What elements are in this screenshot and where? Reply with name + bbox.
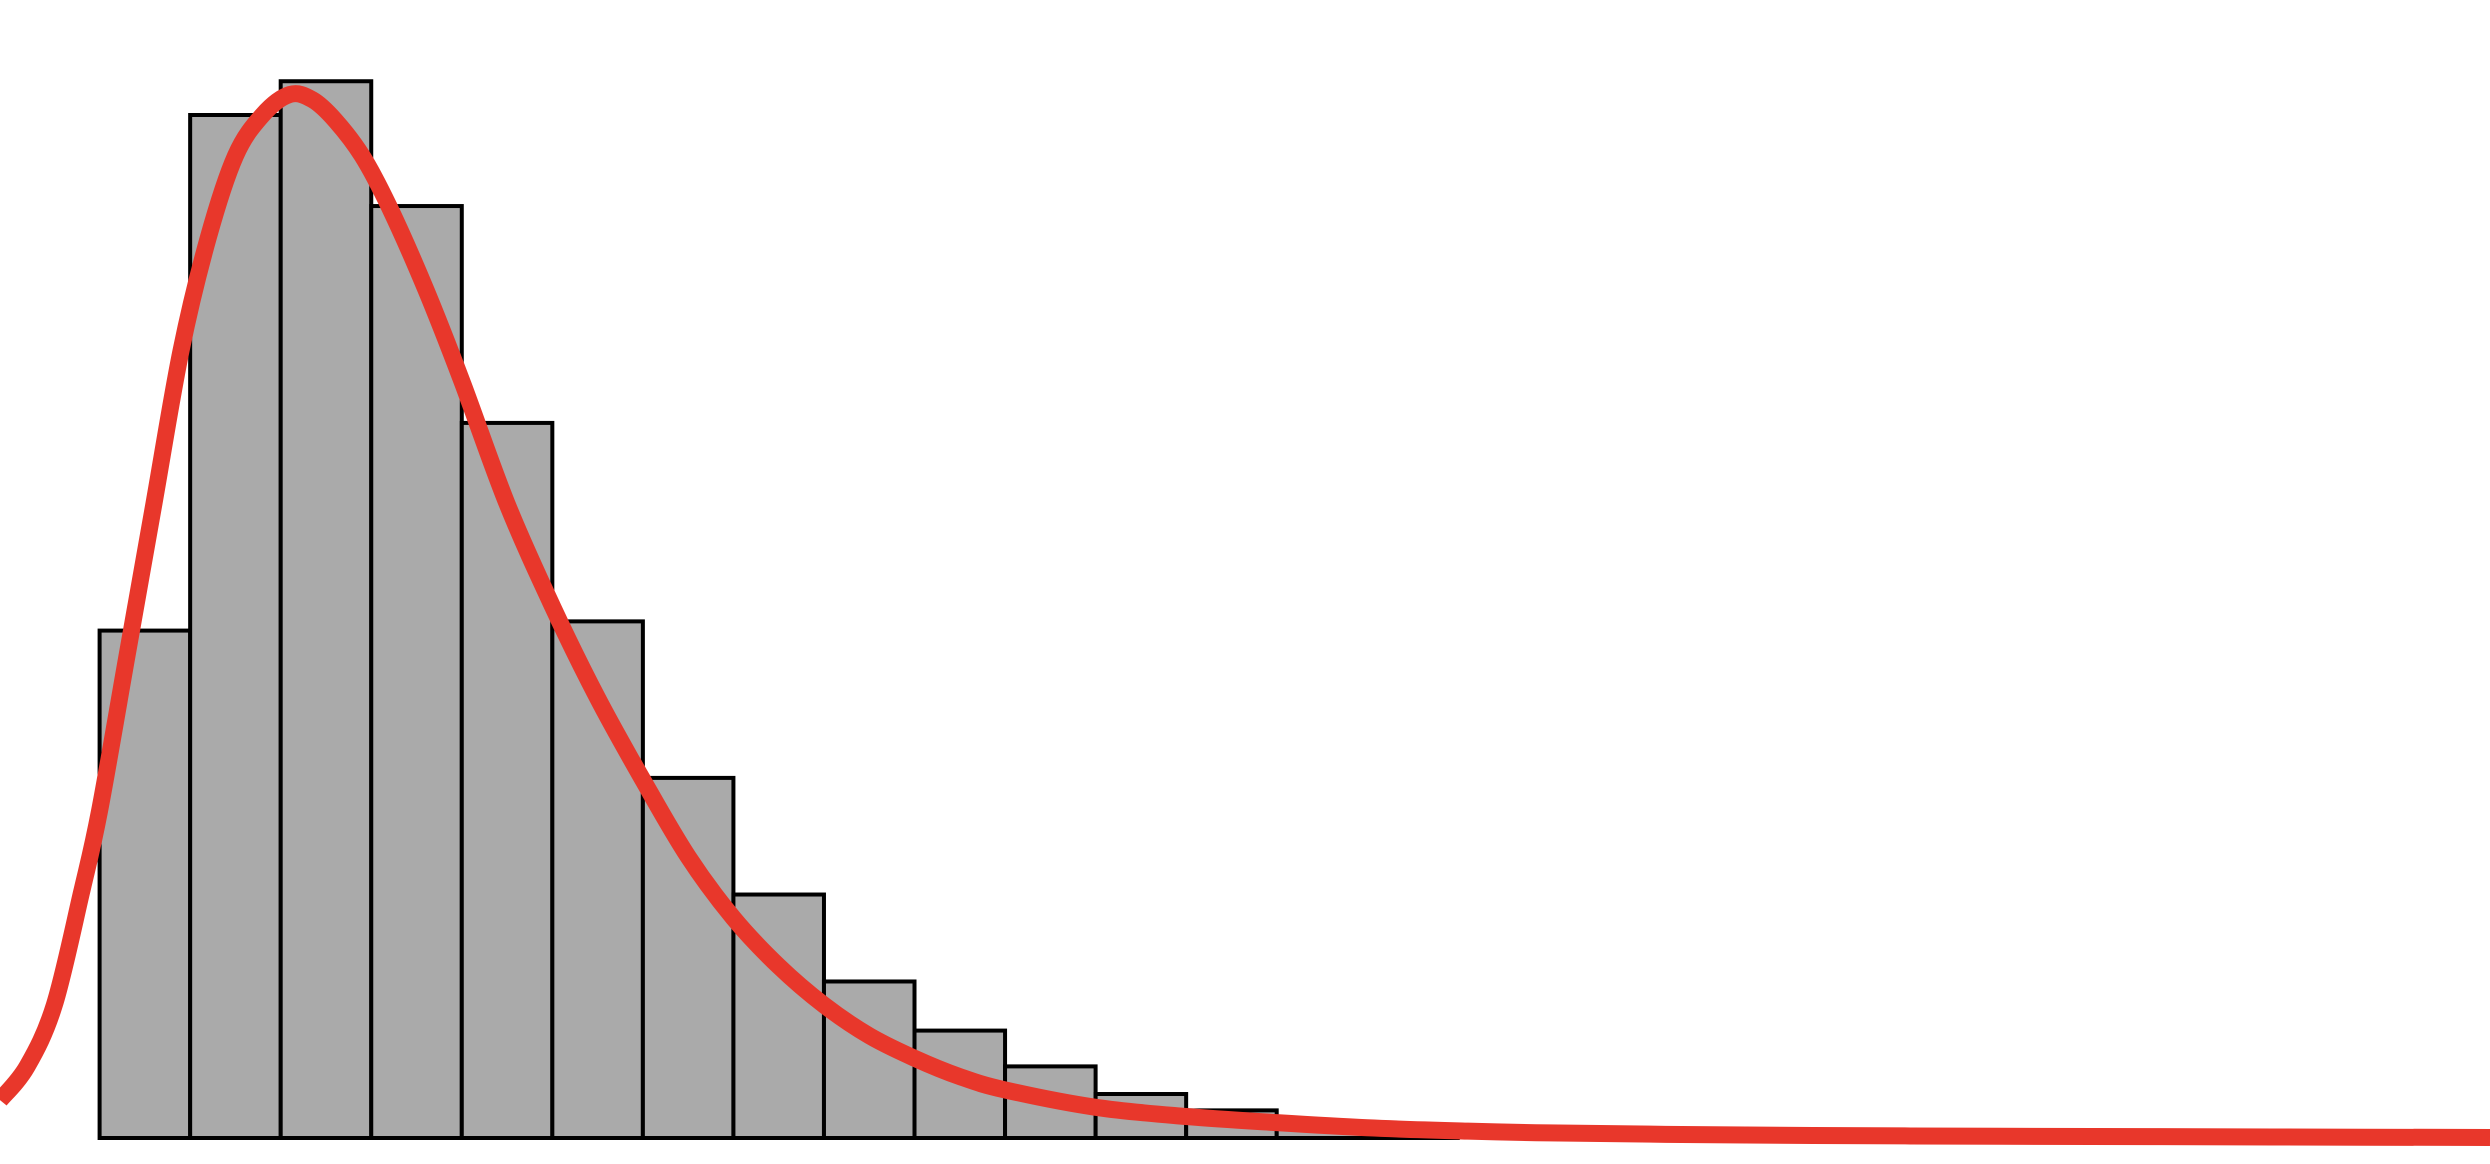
density-curve: [0, 85, 2490, 1146]
bars-layer: [97, 79, 1460, 1141]
histogram-bar: [640, 775, 736, 1141]
curve-layer: [0, 85, 2490, 1146]
histogram-bar: [188, 113, 283, 1140]
histogram-bar: [459, 420, 555, 1141]
histogram-bar: [278, 79, 374, 1141]
